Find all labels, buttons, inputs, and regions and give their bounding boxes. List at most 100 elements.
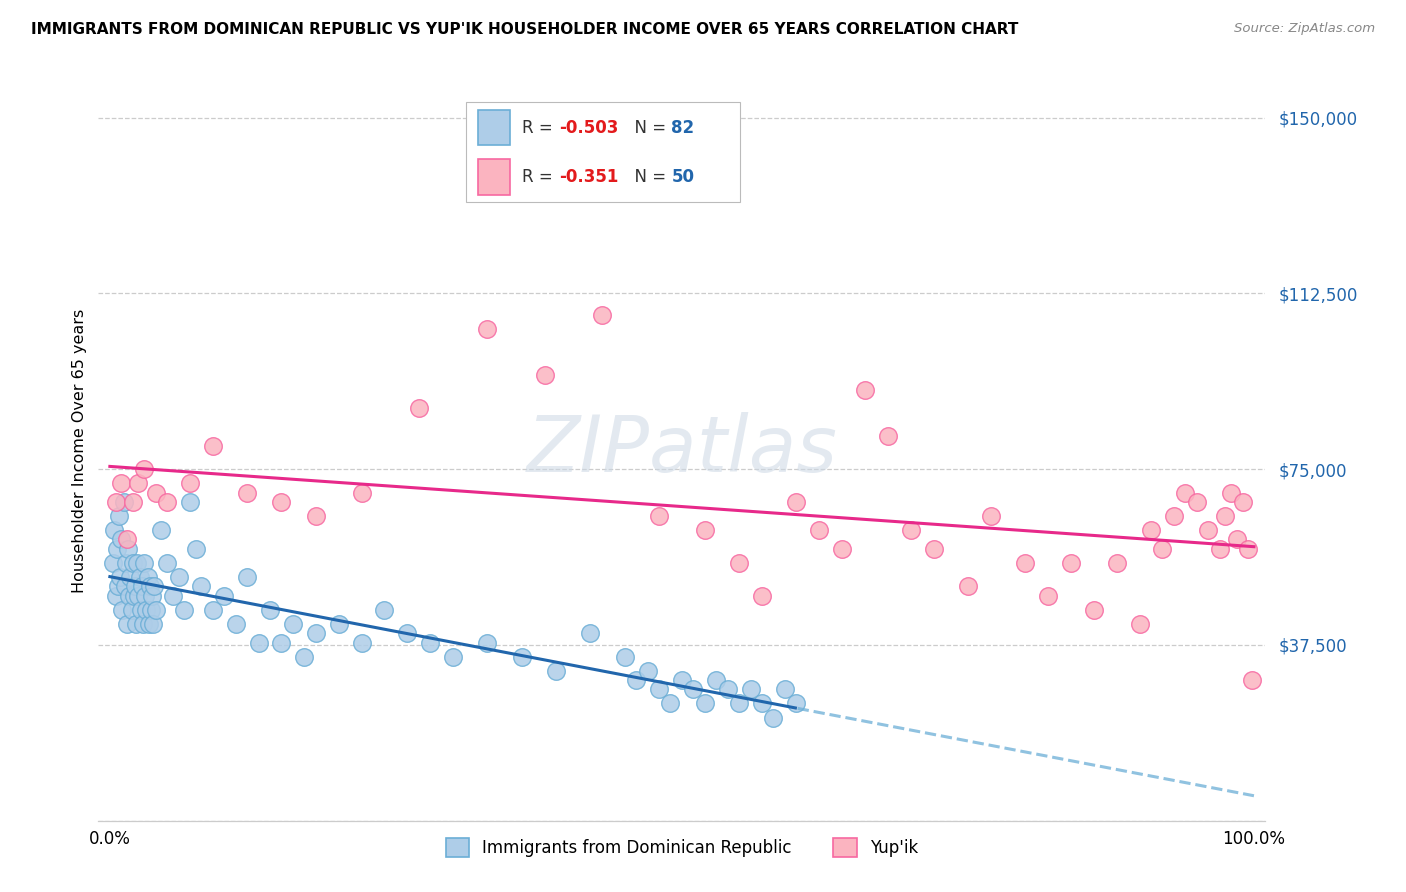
Point <box>111 603 134 617</box>
Text: N =: N = <box>624 119 671 136</box>
Point <box>129 603 152 617</box>
Point <box>121 495 143 509</box>
Point <box>808 523 831 537</box>
Point <box>104 589 127 603</box>
Point <box>704 673 727 687</box>
Point <box>350 635 373 649</box>
Point <box>373 603 395 617</box>
Point <box>127 556 149 570</box>
Point <box>728 697 751 711</box>
Point <box>876 429 898 443</box>
Text: -0.503: -0.503 <box>560 119 619 136</box>
Point <box>127 476 149 491</box>
Point <box>104 495 127 509</box>
Point <box>236 570 259 584</box>
Point <box>135 603 157 617</box>
Point <box>128 570 150 584</box>
Point <box>419 635 441 649</box>
Point <box>132 616 155 631</box>
Point <box>103 556 125 570</box>
Point <box>201 603 224 617</box>
Point <box>785 495 807 509</box>
Point <box>900 523 922 537</box>
Point <box>762 710 785 724</box>
Y-axis label: Householder Income Over 65 years: Householder Income Over 65 years <box>72 309 87 592</box>
Text: R =: R = <box>522 169 558 186</box>
Point <box>114 579 136 593</box>
Point <box>853 383 876 397</box>
Point <box>190 579 212 593</box>
Point <box>1174 485 1197 500</box>
Point <box>117 541 139 556</box>
Point <box>717 682 740 697</box>
Point <box>108 570 131 584</box>
Point <box>292 649 315 664</box>
Point <box>693 697 716 711</box>
Point <box>134 556 156 570</box>
Point <box>122 589 145 603</box>
Point <box>922 541 945 556</box>
Text: IMMIGRANTS FROM DOMINICAN REPUBLIC VS YUP'IK HOUSEHOLDER INCOME OVER 65 YEARS CO: IMMIGRANTS FROM DOMINICAN REPUBLIC VS YU… <box>31 22 1018 37</box>
Point <box>145 603 167 617</box>
Point <box>141 589 163 603</box>
Point <box>396 626 419 640</box>
Point <box>648 682 671 697</box>
Point <box>1240 673 1263 687</box>
Point <box>1226 533 1249 547</box>
Point <box>270 635 292 649</box>
Point <box>105 541 128 556</box>
Point <box>728 556 751 570</box>
Point <box>143 579 166 593</box>
Point <box>110 476 132 491</box>
Point <box>150 523 173 537</box>
Point <box>270 495 292 509</box>
Point <box>162 589 184 603</box>
Point <box>773 682 796 697</box>
Point <box>121 603 143 617</box>
Point <box>156 495 179 509</box>
Point <box>1060 556 1083 570</box>
Point <box>751 589 773 603</box>
Point <box>145 485 167 500</box>
Point <box>637 664 659 678</box>
Point <box>682 682 704 697</box>
Point <box>110 533 132 547</box>
Text: 50: 50 <box>672 169 695 186</box>
Point <box>138 616 160 631</box>
Legend: Immigrants from Dominican Republic, Yup'ik: Immigrants from Dominican Republic, Yup'… <box>439 831 925 864</box>
Point <box>259 603 281 617</box>
FancyBboxPatch shape <box>465 103 741 202</box>
Point <box>173 603 195 617</box>
Point <box>477 635 499 649</box>
Point <box>107 579 129 593</box>
Point <box>124 579 146 593</box>
Point <box>225 616 247 631</box>
Text: 82: 82 <box>672 119 695 136</box>
Point <box>751 697 773 711</box>
Point <box>1197 523 1219 537</box>
Point <box>108 509 131 524</box>
Point <box>1232 495 1254 509</box>
Text: R =: R = <box>522 119 558 136</box>
Point <box>544 664 567 678</box>
Point <box>624 673 647 687</box>
Point <box>142 616 165 631</box>
Text: N =: N = <box>624 169 671 186</box>
Point <box>131 579 153 593</box>
Point <box>1208 541 1230 556</box>
Point <box>533 368 555 383</box>
Point <box>831 541 853 556</box>
Point <box>1105 556 1128 570</box>
Point <box>1036 589 1059 603</box>
Point <box>134 462 156 476</box>
Point <box>184 541 207 556</box>
Point <box>127 589 149 603</box>
Point <box>236 485 259 500</box>
Point <box>103 523 125 537</box>
Point <box>477 321 499 335</box>
Point <box>1185 495 1208 509</box>
Point <box>408 401 430 416</box>
Point <box>1128 616 1150 631</box>
Point <box>139 579 162 593</box>
Point <box>1152 541 1174 556</box>
